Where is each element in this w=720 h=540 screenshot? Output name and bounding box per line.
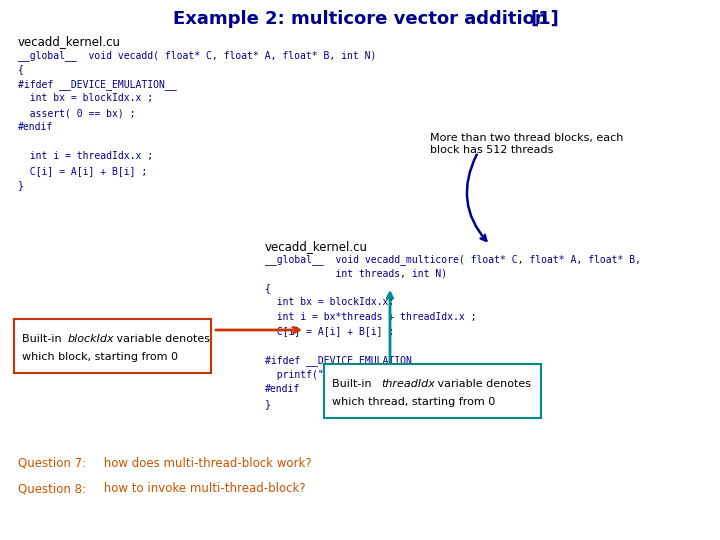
Text: __global__  void vecadd_multicore( float* C, float* A, float* B,: __global__ void vecadd_multicore( float*… (265, 254, 641, 265)
Text: }: } (18, 180, 24, 191)
Text: int bx = blockIdx.x;: int bx = blockIdx.x; (265, 298, 395, 307)
Text: int threads, int N): int threads, int N) (265, 268, 447, 279)
FancyBboxPatch shape (14, 319, 211, 373)
Text: printf("bx = %d\n", bx ) ;: printf("bx = %d\n", bx ) ; (265, 370, 430, 380)
Text: vecadd_kernel.cu: vecadd_kernel.cu (18, 35, 121, 48)
Text: Example 2: multicore vector addition: Example 2: multicore vector addition (173, 10, 547, 28)
Text: #ifdef __DEVICE_EMULATION__: #ifdef __DEVICE_EMULATION__ (18, 79, 176, 90)
Text: vecadd_kernel.cu: vecadd_kernel.cu (265, 240, 368, 253)
Text: #endif: #endif (265, 384, 300, 395)
Text: int i = bx*threads + threadIdx.x ;: int i = bx*threads + threadIdx.x ; (265, 312, 477, 322)
Text: C[i] = A[i] + B[i] ;: C[i] = A[i] + B[i] ; (18, 166, 148, 176)
Text: how to invoke multi-thread-block?: how to invoke multi-thread-block? (100, 482, 305, 495)
Text: [1]: [1] (530, 10, 559, 28)
Text: assert( 0 == bx) ;: assert( 0 == bx) ; (18, 108, 135, 118)
Text: #ifdef __DEVICE_EMULATION__: #ifdef __DEVICE_EMULATION__ (265, 355, 423, 367)
Text: variable denotes: variable denotes (434, 379, 531, 389)
Text: variable denotes: variable denotes (113, 334, 210, 344)
Text: }: } (265, 399, 271, 409)
Text: Question 8:: Question 8: (18, 482, 86, 495)
Text: threadIdx: threadIdx (381, 379, 435, 389)
Text: C[i] = A[i] + B[i] ;: C[i] = A[i] + B[i] ; (265, 327, 395, 336)
Text: which thread, starting from 0: which thread, starting from 0 (332, 397, 495, 407)
FancyBboxPatch shape (324, 364, 541, 418)
Text: how does multi-thread-block work?: how does multi-thread-block work? (100, 457, 312, 470)
Text: blockIdx: blockIdx (68, 334, 114, 344)
Text: which block, starting from 0: which block, starting from 0 (22, 352, 178, 362)
Text: __global__  void vecadd( float* C, float* A, float* B, int N): __global__ void vecadd( float* C, float*… (18, 50, 377, 61)
Text: int bx = blockIdx.x ;: int bx = blockIdx.x ; (18, 93, 153, 104)
Text: Built-in: Built-in (332, 379, 375, 389)
Text: int i = threadIdx.x ;: int i = threadIdx.x ; (18, 152, 153, 161)
Text: {: { (18, 64, 24, 75)
Text: Question 7:: Question 7: (18, 457, 86, 470)
Text: {: { (265, 283, 271, 293)
Text: Built-in: Built-in (22, 334, 65, 344)
Text: #endif: #endif (18, 123, 53, 132)
Text: More than two thread blocks, each
block has 512 threads: More than two thread blocks, each block … (430, 133, 624, 154)
